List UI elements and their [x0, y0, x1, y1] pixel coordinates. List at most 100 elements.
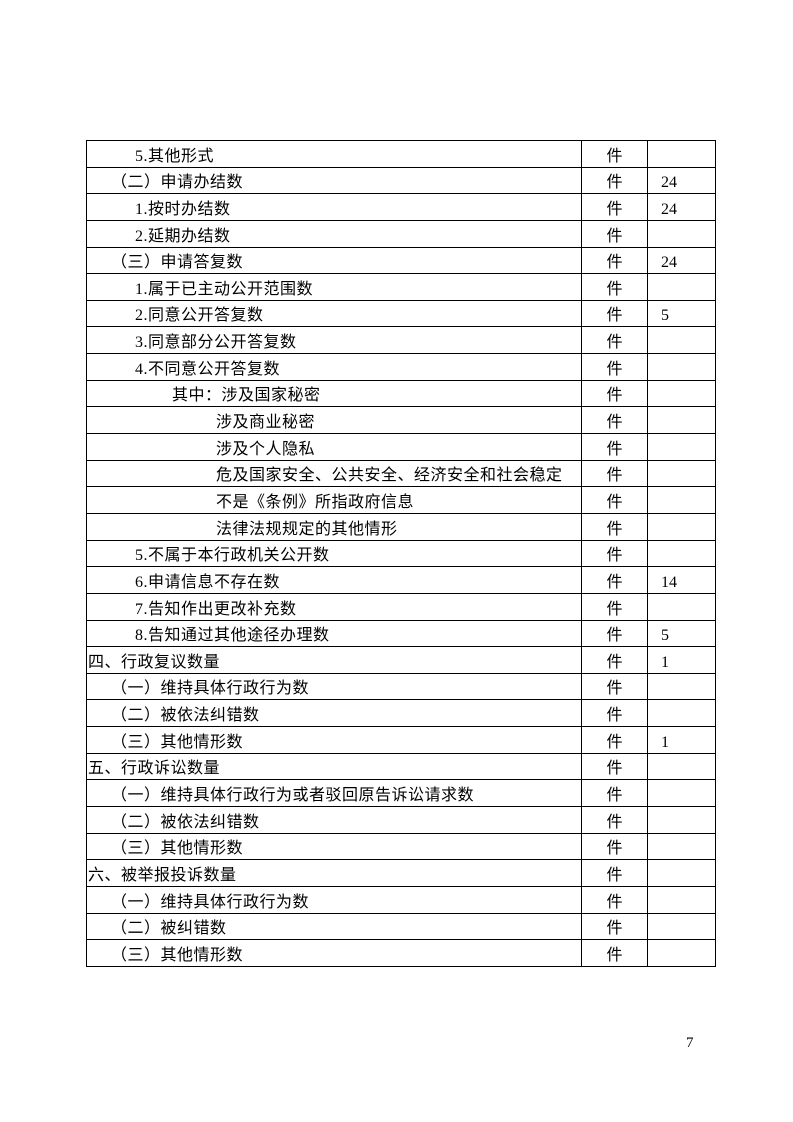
table-row: 1.按时办结数 件 24	[87, 194, 715, 221]
table-row: 5.其他形式 件	[87, 141, 715, 168]
row-unit: 件	[581, 220, 647, 247]
row-value	[647, 434, 715, 460]
table-row: （一）维持具体行政行为数 件	[87, 673, 715, 701]
table-row: （三）其他情形数 件 1	[87, 727, 715, 754]
row-label: 8.告知通过其他途径办理数	[135, 627, 330, 645]
row-value	[647, 860, 715, 886]
row-label: （三）其他情形数	[111, 840, 244, 858]
row-value	[647, 513, 715, 540]
row-value	[647, 940, 715, 966]
row-label: 2.延期办结数	[135, 227, 231, 245]
row-label: （三）其他情形数	[111, 733, 244, 751]
row-label: 4.不同意公开答复数	[135, 360, 281, 378]
table-row: 涉及个人隐私 件	[87, 434, 715, 461]
row-label: （一）维持具体行政行为数	[111, 680, 310, 698]
table-row: 六、被举报投诉数量 件	[87, 860, 715, 887]
row-unit: 件	[581, 380, 647, 407]
row-label: 涉及个人隐私	[216, 440, 316, 458]
row-unit: 件	[581, 940, 647, 966]
row-label: 涉及商业秘密	[216, 414, 316, 432]
row-unit: 件	[581, 860, 647, 886]
row-label: （三）申请答复数	[111, 254, 244, 272]
row-unit: 件	[581, 913, 647, 940]
row-value	[647, 807, 715, 833]
table-row: （二）被依法纠错数 件	[87, 700, 715, 728]
row-value	[647, 700, 715, 727]
row-unit: 件	[581, 434, 647, 460]
row-unit: 件	[581, 540, 647, 567]
row-value: 24	[647, 167, 715, 194]
row-label: （一）维持具体行政行为或者驳回原告诉讼请求数	[111, 787, 475, 805]
row-unit: 件	[581, 513, 647, 540]
table-row: （三）其他情形数 件	[87, 833, 715, 861]
row-label: 5.不属于本行政机关公开数	[135, 547, 330, 565]
row-value	[647, 141, 715, 167]
row-unit: 件	[581, 194, 647, 220]
row-unit: 件	[581, 647, 647, 673]
row-unit: 件	[581, 620, 647, 647]
table-row: 法律法规规定的其他情形 件	[87, 513, 715, 541]
row-value: 24	[647, 247, 715, 274]
row-label: （三）其他情形数	[111, 946, 244, 964]
table-row: （二）被纠错数 件	[87, 913, 715, 941]
row-unit: 件	[581, 886, 647, 913]
row-value	[647, 407, 715, 434]
row-label: （二）被依法纠错数	[111, 707, 260, 725]
table-row: （三）申请答复数 件 24	[87, 247, 715, 275]
row-value	[647, 886, 715, 913]
row-label: 7.告知作出更改补充数	[135, 600, 297, 618]
row-value: 5	[647, 300, 715, 327]
row-unit: 件	[581, 833, 647, 860]
row-unit: 件	[581, 300, 647, 327]
table-row: （一）维持具体行政行为数 件	[87, 886, 715, 914]
row-label: （二）被依法纠错数	[111, 813, 260, 831]
row-value	[647, 673, 715, 700]
row-value: 1	[647, 727, 715, 753]
table-row: （二）被依法纠错数 件	[87, 807, 715, 834]
table-row: 涉及商业秘密 件	[87, 407, 715, 435]
table-row: 5.不属于本行政机关公开数 件	[87, 540, 715, 568]
row-label: 1.属于已主动公开范围数	[135, 280, 314, 298]
row-unit: 件	[581, 141, 647, 167]
row-value	[647, 780, 715, 807]
row-label: 四、行政复议数量	[88, 653, 221, 671]
row-label: 其中：涉及国家秘密	[172, 387, 321, 405]
row-label: 2.同意公开答复数	[135, 307, 264, 325]
row-value: 24	[647, 194, 715, 220]
table-row: （二）申请办结数 件 24	[87, 167, 715, 195]
row-value: 5	[647, 620, 715, 647]
row-value	[647, 487, 715, 513]
row-unit: 件	[581, 780, 647, 807]
row-value	[647, 833, 715, 860]
row-value	[647, 354, 715, 380]
row-value	[647, 460, 715, 487]
table-row: （一）维持具体行政行为或者驳回原告诉讼请求数 件	[87, 780, 715, 808]
row-unit: 件	[581, 327, 647, 354]
table-row: 3.同意部分公开答复数 件	[87, 327, 715, 355]
table-row: 五、行政诉讼数量 件	[87, 753, 715, 781]
row-label: 6.申请信息不存在数	[135, 573, 281, 591]
table-row: 4.不同意公开答复数 件	[87, 354, 715, 381]
table-row: 1.属于已主动公开范围数 件	[87, 274, 715, 301]
row-unit: 件	[581, 167, 647, 194]
row-unit: 件	[581, 407, 647, 434]
row-unit: 件	[581, 354, 647, 380]
row-unit: 件	[581, 807, 647, 833]
row-value	[647, 593, 715, 620]
table-row: 危及国家安全、公共安全、经济安全和社会稳定 件	[87, 460, 715, 488]
table-row: 四、行政复议数量 件 1	[87, 647, 715, 674]
row-unit: 件	[581, 673, 647, 700]
row-value	[647, 913, 715, 940]
row-unit: 件	[581, 727, 647, 753]
row-label: （二）被纠错数	[111, 920, 227, 938]
row-unit: 件	[581, 247, 647, 274]
row-unit: 件	[581, 753, 647, 780]
table-row: 2.同意公开答复数 件 5	[87, 300, 715, 328]
row-label: （二）申请办结数	[111, 174, 244, 192]
table-row: 其中：涉及国家秘密 件	[87, 380, 715, 408]
row-unit: 件	[581, 487, 647, 513]
row-label: 3.同意部分公开答复数	[135, 334, 297, 352]
row-label: 1.按时办结数	[135, 200, 231, 218]
row-unit: 件	[581, 700, 647, 727]
row-value: 1	[647, 647, 715, 673]
